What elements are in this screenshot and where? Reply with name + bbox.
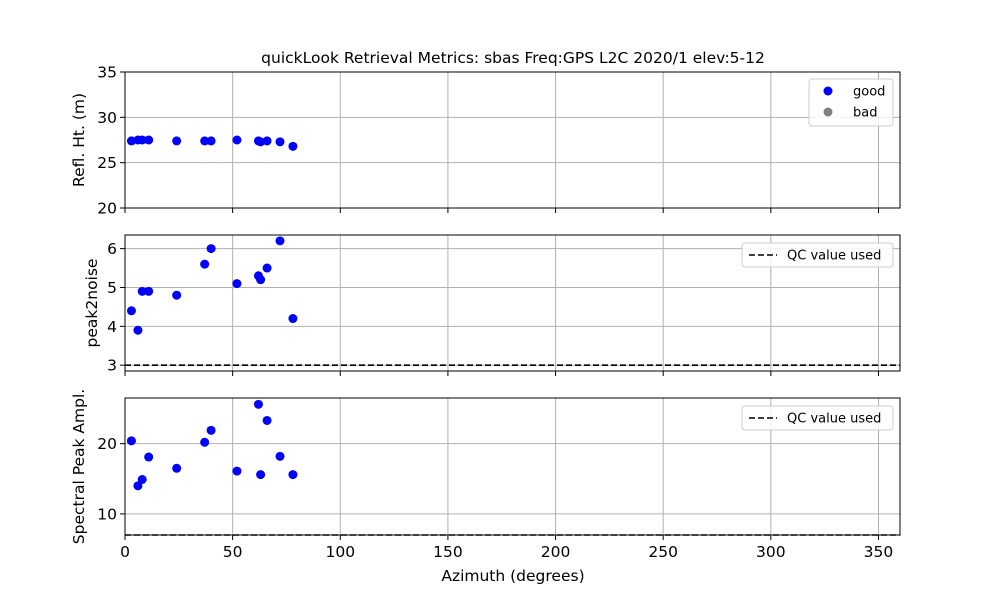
data-point-good — [256, 470, 266, 480]
y-tick-label: 3 — [107, 357, 117, 375]
data-point-good — [232, 135, 242, 145]
data-point-good — [288, 470, 298, 480]
x-tick-label: 200 — [541, 543, 571, 561]
data-point-good — [262, 415, 272, 425]
data-point-good — [275, 137, 285, 147]
axes-frame — [124, 234, 901, 372]
data-point-good — [126, 436, 136, 446]
legend-frame — [741, 242, 894, 268]
data-point-good — [256, 275, 266, 285]
x-tick-label: 350 — [864, 543, 894, 561]
x-tick-label: 100 — [325, 543, 355, 561]
data-point-good — [172, 136, 182, 146]
data-point-good — [232, 466, 242, 476]
axes-frame — [124, 397, 901, 536]
y-tick-label: 5 — [107, 279, 117, 297]
x-axis-label: Azimuth (degrees) — [441, 567, 584, 585]
chart-title: quickLook Retrieval Metrics: sbas Freq:G… — [261, 49, 765, 67]
data-point-good — [137, 474, 147, 484]
data-point-good — [137, 286, 147, 296]
y-tick-label: 25 — [97, 154, 117, 172]
y-axis-label: Refl. Ht. (m) — [70, 93, 88, 187]
data-point-good — [133, 481, 143, 491]
panel-amp: 0 50 100 150 200 250 300 350 10 20 Spectral Peak A… — [70, 389, 901, 561]
legend-label: bad — [853, 106, 877, 121]
data-point-good — [200, 136, 210, 146]
x-tick-label: 0 — [120, 543, 130, 561]
legend: QC value used — [741, 242, 894, 268]
x-tick-label: 300 — [756, 543, 786, 561]
legend-label: QC value used — [787, 249, 881, 264]
data-point-good — [288, 141, 298, 151]
data-point-good — [137, 135, 147, 145]
x-tick-label: 250 — [648, 543, 678, 561]
data-point-good — [253, 399, 263, 409]
legend: good bad — [808, 78, 894, 127]
data-point-good — [144, 452, 154, 462]
data-point-good — [144, 286, 154, 296]
legend-marker-bad — [823, 107, 833, 117]
y-tick-label: 10 — [97, 505, 117, 523]
axes-frame — [124, 71, 901, 209]
y-tick-label: 20 — [97, 200, 117, 218]
legend-label: good — [853, 85, 885, 100]
y-axis-label: Spectral Peak Ampl. — [70, 389, 88, 544]
data-point-good — [126, 306, 136, 316]
data-point-good — [275, 236, 285, 246]
legend-label: QC value used — [787, 412, 881, 427]
data-point-good — [144, 135, 154, 145]
data-point-good — [172, 290, 182, 300]
data-point-good — [172, 463, 182, 473]
y-tick-label: 30 — [97, 109, 117, 127]
legend-frame — [741, 405, 894, 431]
data-point-good — [275, 451, 285, 461]
y-tick-label: 6 — [107, 240, 117, 258]
x-tick-label: 50 — [223, 543, 243, 561]
data-point-good — [133, 325, 143, 335]
legend: QC value used — [741, 405, 894, 431]
data-point-good — [200, 437, 210, 447]
panel-p2n: 3 4 5 6 peak2noise QC value used — [83, 234, 901, 376]
y-tick-label: 20 — [97, 435, 117, 453]
x-tick-label: 150 — [433, 543, 463, 561]
panels: 20 25 30 35 Refl. Ht. (m) good bad 3 4 5 6 peak2noi… — [70, 64, 901, 561]
data-point-good — [206, 244, 216, 254]
legend-marker-good — [823, 86, 833, 96]
data-point-good — [232, 279, 242, 289]
data-point-good — [200, 259, 210, 269]
y-tick-label: 35 — [97, 64, 117, 82]
data-point-good — [206, 425, 216, 435]
y-tick-label: 4 — [107, 318, 117, 336]
y-axis-label: peak2noise — [83, 259, 101, 348]
data-point-good — [262, 263, 272, 273]
data-point-good — [288, 314, 298, 324]
data-point-good — [262, 136, 272, 146]
panel-refl: 20 25 30 35 Refl. Ht. (m) good bad — [70, 64, 901, 218]
data-point-good — [206, 136, 216, 146]
